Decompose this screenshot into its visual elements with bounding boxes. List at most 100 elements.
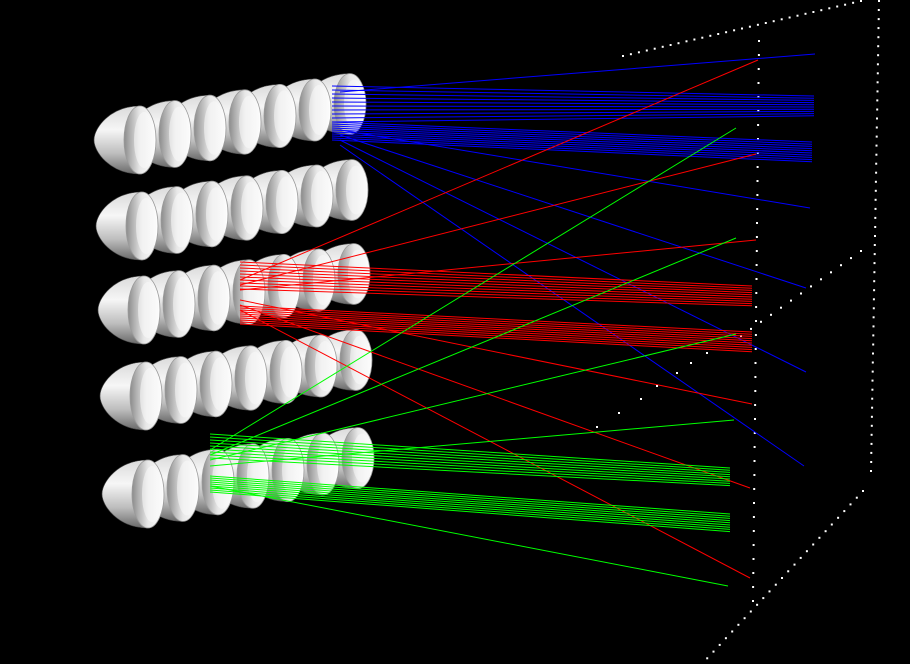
red-ray (239, 285, 753, 305)
frame-dot (752, 516, 755, 518)
parabolic-reflector (101, 459, 165, 529)
green-ray (209, 127, 737, 451)
frame-dot (755, 292, 758, 294)
frame-dot (875, 153, 878, 156)
frame-dot (755, 278, 758, 280)
reflector-highlight (346, 165, 366, 215)
frame-dot (669, 44, 672, 46)
frame-dot (753, 488, 756, 490)
frame-dot (820, 278, 822, 281)
frame-dot (709, 34, 712, 37)
frame-dot (876, 99, 879, 102)
frame-dot (724, 637, 727, 640)
frame-dot (787, 570, 790, 573)
frame-dot (712, 650, 715, 653)
green-ray (209, 489, 731, 530)
frame-dot (874, 226, 877, 228)
blue-ray (331, 110, 815, 115)
frame-dot (752, 572, 755, 574)
scatter-dot (618, 412, 620, 414)
frame-dot (849, 503, 852, 506)
frame-dot (756, 208, 759, 210)
red-ray (239, 239, 757, 291)
frame-dot (862, 490, 864, 492)
frame-dot (637, 51, 640, 54)
red-ray (239, 309, 753, 337)
frame-dot (876, 90, 879, 93)
reflector-highlight (311, 171, 331, 221)
parabolic-reflector (99, 361, 163, 431)
bounding-box-dotted-frame (622, 0, 880, 660)
frame-dot (855, 496, 858, 499)
parabolic-reflector (95, 191, 159, 261)
frame-dot (870, 442, 873, 445)
frame-dot (780, 18, 783, 21)
reflector-highlight (169, 106, 189, 162)
frame-dot (749, 610, 752, 613)
reflector-array (93, 73, 375, 529)
frame-dot (877, 54, 880, 57)
green-ray (209, 457, 731, 487)
reflector-highlight (142, 466, 162, 522)
frame-dot (870, 424, 873, 427)
reflector-highlight (243, 265, 263, 319)
frame-dot (874, 235, 876, 237)
reflector-row (93, 73, 367, 175)
frame-dot (717, 33, 720, 35)
frame-dot (753, 474, 756, 476)
frame-dot (731, 630, 734, 633)
frame-dot (661, 45, 664, 48)
red-ray (239, 299, 753, 405)
frame-dot (790, 299, 792, 302)
blue-ray (331, 123, 813, 145)
reflector-highlight (239, 95, 259, 149)
reflector-highlight (212, 455, 232, 509)
green-ray (209, 483, 731, 524)
frame-dot (874, 180, 877, 183)
green-ray (209, 442, 731, 476)
blue-ray (339, 139, 807, 373)
frame-dot (741, 27, 743, 30)
frame-dot (870, 461, 873, 463)
frame-dot (754, 362, 757, 364)
frame-dot (752, 544, 755, 546)
scatter-dot (706, 352, 708, 354)
frame-dot (757, 110, 760, 112)
reflector-highlight (206, 187, 226, 241)
green-ray (209, 448, 731, 480)
frame-dot (768, 590, 771, 593)
reflector-highlight (315, 341, 335, 391)
reflector-highlight (210, 357, 230, 411)
frame-dot (830, 523, 833, 526)
reflector-highlight (348, 249, 368, 299)
scatter-dot (656, 385, 658, 387)
frame-dot (872, 343, 875, 346)
reflector-highlight (171, 192, 191, 248)
frame-dot (752, 586, 755, 588)
frame-dot (756, 23, 759, 26)
reflector-highlight (280, 346, 300, 398)
frame-dot (645, 49, 648, 52)
frame-dot (693, 38, 696, 41)
frame-dot (788, 16, 791, 19)
reflector-highlight (309, 85, 329, 135)
frame-dot (757, 82, 760, 84)
frame-dot (753, 446, 756, 448)
frame-dot (818, 536, 821, 539)
green-ray (209, 451, 731, 482)
frame-dot (872, 334, 875, 337)
frame-dot (871, 379, 874, 382)
red-ray (239, 323, 753, 353)
blue-ray (331, 113, 815, 119)
green-ray (209, 439, 731, 473)
frame-dot (876, 63, 879, 66)
frame-dot (781, 577, 783, 579)
green-ray (209, 485, 731, 526)
frame-dot (874, 189, 877, 192)
frame-dot (748, 25, 751, 28)
green-ray (209, 487, 731, 528)
blue-ray (339, 134, 807, 289)
frame-dot (843, 510, 846, 513)
frame-dot (877, 18, 880, 21)
blue-ray (331, 133, 813, 156)
